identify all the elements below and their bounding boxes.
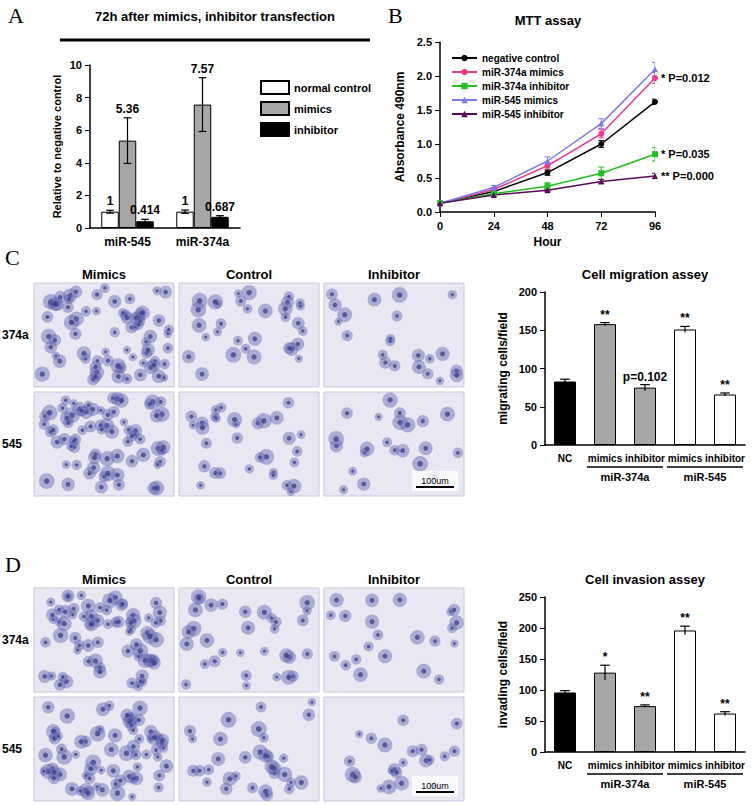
svg-text:Cell invasion assey: Cell invasion assey <box>585 572 706 587</box>
svg-text:72h after mimics, inhibitor tr: 72h after mimics, inhibitor transfection <box>95 9 335 24</box>
svg-text:2.0: 2.0 <box>417 70 432 82</box>
svg-text:* P=0.035: * P=0.035 <box>661 148 710 160</box>
svg-text:1: 1 <box>182 194 189 208</box>
svg-text:Inhibitor: Inhibitor <box>368 267 420 282</box>
svg-text:8: 8 <box>76 92 82 104</box>
svg-text:inhibitor: inhibitor <box>705 760 745 771</box>
svg-text:0: 0 <box>76 222 82 234</box>
svg-text:miR-374a: miR-374a <box>601 778 651 790</box>
svg-text:**: ** <box>680 311 690 325</box>
svg-text:**: ** <box>600 308 610 322</box>
svg-text:**: ** <box>720 697 730 711</box>
svg-text:miR-545: miR-545 <box>684 778 727 790</box>
svg-text:10: 10 <box>70 59 82 71</box>
svg-text:negative control: negative control <box>482 53 559 64</box>
svg-text:inhibitor: inhibitor <box>625 760 665 771</box>
svg-text:374a: 374a <box>2 633 29 647</box>
svg-text:50: 50 <box>525 401 537 413</box>
svg-text:invading cells/field: invading cells/field <box>496 621 510 728</box>
svg-text:Hour: Hour <box>534 235 562 249</box>
svg-text:**: ** <box>680 611 690 625</box>
svg-text:50: 50 <box>525 715 537 727</box>
svg-text:374a: 374a <box>2 328 29 342</box>
svg-text:**: ** <box>720 378 730 392</box>
svg-text:Relative to negative control: Relative to negative control <box>51 75 63 219</box>
svg-text:100: 100 <box>519 363 537 375</box>
svg-text:normal control: normal control <box>294 82 371 94</box>
svg-text:545: 545 <box>2 742 22 756</box>
svg-text:1: 1 <box>107 194 114 208</box>
svg-text:96: 96 <box>649 220 661 232</box>
svg-text:** P=0.000: ** P=0.000 <box>661 170 714 182</box>
svg-text:NC: NC <box>558 760 572 771</box>
svg-text:200: 200 <box>519 622 537 634</box>
svg-text:200: 200 <box>519 286 537 298</box>
svg-text:miR-545 inhibitor: miR-545 inhibitor <box>482 109 564 120</box>
svg-text:150: 150 <box>519 324 537 336</box>
svg-text:0.414: 0.414 <box>130 203 160 217</box>
svg-text:6: 6 <box>76 124 82 136</box>
svg-text:**: ** <box>640 690 650 704</box>
svg-text:mimics: mimics <box>294 103 332 115</box>
svg-text:545: 545 <box>2 437 22 451</box>
svg-text:100: 100 <box>519 684 537 696</box>
svg-text:mimics: mimics <box>668 760 703 771</box>
svg-text:250: 250 <box>519 591 537 603</box>
svg-text:NC: NC <box>558 453 572 464</box>
svg-text:D: D <box>5 552 21 577</box>
svg-text:*: * <box>603 650 608 664</box>
svg-text:migrating cells/field: migrating cells/field <box>496 312 510 425</box>
svg-text:inhibitor: inhibitor <box>705 453 745 464</box>
svg-text:p=0.102: p=0.102 <box>623 370 668 384</box>
svg-text:mimics: mimics <box>588 760 623 771</box>
svg-text:0: 0 <box>531 439 537 451</box>
svg-text:Mimics: Mimics <box>82 267 126 282</box>
svg-text:B: B <box>388 3 403 28</box>
svg-text:miR-545: miR-545 <box>104 235 151 249</box>
svg-text:0: 0 <box>531 746 537 758</box>
svg-text:0.687: 0.687 <box>205 200 235 214</box>
svg-text:5.36: 5.36 <box>116 102 140 116</box>
svg-text:100um: 100um <box>421 781 449 791</box>
svg-text:2: 2 <box>76 189 82 201</box>
svg-text:inhibitor: inhibitor <box>294 124 339 136</box>
svg-text:miR-545: miR-545 <box>684 471 727 483</box>
svg-text:150: 150 <box>519 653 537 665</box>
svg-text:Control: Control <box>226 572 272 587</box>
svg-text:2.5: 2.5 <box>417 36 432 48</box>
svg-text:miR-545 mimics: miR-545 mimics <box>482 95 559 106</box>
svg-text:0: 0 <box>437 220 443 232</box>
svg-text:inhibitor: inhibitor <box>625 453 665 464</box>
svg-text:Mimics: Mimics <box>82 572 126 587</box>
svg-text:Inhibitor: Inhibitor <box>368 572 420 587</box>
svg-text:miR-374a mimics: miR-374a mimics <box>482 67 564 78</box>
svg-text:Cell migration assey: Cell migration assey <box>582 267 709 282</box>
svg-text:1.5: 1.5 <box>417 104 432 116</box>
svg-text:miR-374a: miR-374a <box>601 471 651 483</box>
svg-text:4: 4 <box>76 157 83 169</box>
svg-text:miR-374a inhibitor: miR-374a inhibitor <box>482 81 569 92</box>
svg-text:mimics: mimics <box>668 453 703 464</box>
svg-text:0.5: 0.5 <box>417 172 432 184</box>
svg-text:Absorbance 490nm: Absorbance 490nm <box>393 72 407 183</box>
svg-text:72: 72 <box>595 220 607 232</box>
svg-text:100um: 100um <box>421 476 449 486</box>
svg-text:24: 24 <box>488 220 501 232</box>
svg-text:A: A <box>8 3 24 28</box>
svg-text:7.57: 7.57 <box>191 62 215 76</box>
svg-text:0.0: 0.0 <box>417 206 432 218</box>
svg-text:mimics: mimics <box>588 453 623 464</box>
svg-text:1.0: 1.0 <box>417 138 432 150</box>
svg-text:C: C <box>5 245 20 270</box>
svg-text:miR-374a: miR-374a <box>176 235 230 249</box>
svg-text:MTT assay: MTT assay <box>515 13 582 28</box>
svg-text:48: 48 <box>541 220 553 232</box>
svg-text:Control: Control <box>226 267 272 282</box>
svg-text:* P=0.012: * P=0.012 <box>661 72 710 84</box>
